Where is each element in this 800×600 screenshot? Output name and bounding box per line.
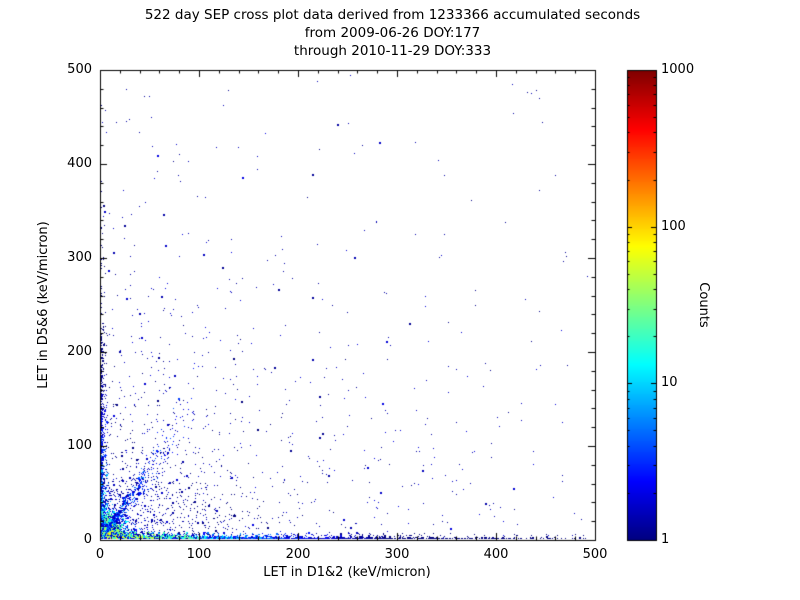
y-tick-label-500: 500	[67, 62, 92, 77]
title-line-1: 522 day SEP cross plot data derived from…	[144, 7, 641, 23]
chart-title: 522 day SEP cross plot data derived from…	[0, 6, 785, 60]
colorbar-tick-label-10: 10	[661, 375, 678, 390]
y-axis-label: LET in D5&6 (keV/micron)	[36, 221, 51, 389]
title-line-2: from 2009-06-26 DOY:177	[304, 25, 481, 41]
x-tick-label-500: 500	[582, 547, 608, 562]
colorbar-tick-label-1: 1	[661, 532, 670, 547]
colorbar-tick-label-100: 100	[661, 219, 686, 234]
x-tick-label-200: 200	[285, 547, 311, 562]
colorbar-tick-label-1000: 1000	[661, 62, 695, 77]
y-tick-label-300: 300	[67, 250, 92, 265]
y-tick-label-0: 0	[83, 532, 92, 547]
y-tick-label-200: 200	[67, 344, 92, 359]
y-tick-label-400: 400	[67, 156, 92, 171]
colorbar-axis-label: Counts	[696, 282, 711, 328]
x-tick-label-100: 100	[186, 547, 212, 562]
x-tick-label-0: 0	[95, 547, 105, 562]
x-tick-label-300: 300	[384, 547, 410, 562]
x-tick-label-400: 400	[483, 547, 509, 562]
y-tick-label-100: 100	[67, 438, 92, 453]
x-axis-label: LET in D1&2 (keV/micron)	[263, 565, 431, 580]
title-line-3: through 2010-11-29 DOY:333	[293, 43, 492, 59]
